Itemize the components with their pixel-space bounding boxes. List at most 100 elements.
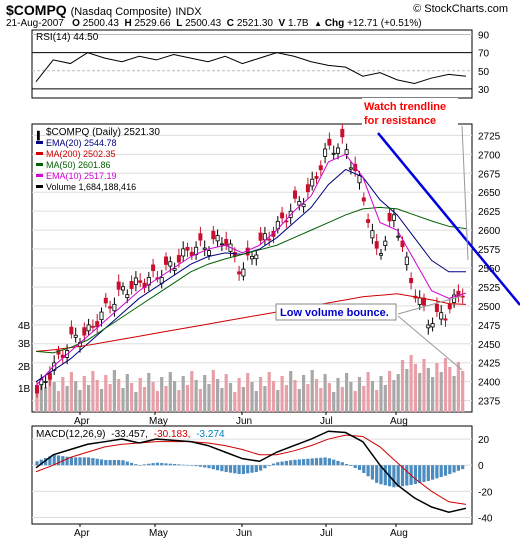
volume-bar	[362, 386, 366, 412]
volume-bar	[65, 386, 69, 412]
volume-bar	[241, 387, 245, 412]
legend-entry: MA(200) 2502.35	[46, 149, 116, 159]
volume-bar	[405, 369, 409, 412]
volume-bar	[237, 378, 241, 412]
macd-value-3: -3.274	[196, 429, 225, 440]
month-label: Apr	[74, 528, 90, 539]
volume-bar	[422, 359, 426, 412]
month-label: Jun	[236, 528, 252, 539]
chart-title: $COMPQ (Nasdaq Composite) INDX	[6, 2, 202, 18]
macd-value-1: -33.457,	[111, 429, 148, 440]
candle-body	[430, 323, 435, 328]
macd-histogram-bar	[263, 465, 267, 469]
macd-histogram-bar	[327, 458, 331, 466]
volume-bar	[142, 387, 147, 412]
macd-histogram-bar	[366, 465, 370, 477]
volume-bar	[134, 392, 138, 412]
volume-bar	[263, 386, 267, 412]
macd-histogram-bar	[297, 459, 301, 466]
price-tick-label: 2425	[478, 359, 501, 370]
candle-body	[116, 281, 121, 290]
candle-body	[280, 212, 285, 219]
candle-body	[241, 268, 246, 277]
volume-bar	[357, 377, 362, 412]
macd-histogram-bar	[108, 459, 112, 466]
volume-bar	[379, 376, 383, 412]
candle-body	[331, 152, 336, 155]
close-value: 2521.30	[236, 18, 273, 29]
index-name: (Nasdaq Composite)	[70, 6, 172, 18]
volume-bar	[130, 383, 134, 412]
candle-body	[340, 128, 345, 138]
macd-histogram-bar	[65, 456, 69, 466]
candle-body	[366, 219, 371, 223]
macd-histogram-bar	[82, 457, 86, 466]
volume-bar	[310, 370, 314, 412]
macd-histogram-bar	[74, 457, 78, 466]
macd-histogram-bar	[52, 454, 56, 466]
macd-histogram-bar	[69, 457, 73, 466]
volume-bar	[198, 389, 202, 412]
macd-histogram-bar	[448, 465, 452, 475]
volume-bar	[173, 381, 177, 412]
candle-body	[86, 324, 91, 332]
macd-line	[35, 430, 467, 514]
price-tick-label: 2575	[478, 245, 501, 256]
macd-histogram-bar	[142, 464, 147, 466]
candle-body	[297, 201, 302, 206]
macd-histogram-bar	[452, 465, 456, 473]
low-label: L	[176, 18, 183, 29]
macd-histogram-bar	[134, 464, 138, 466]
macd-histogram-bar	[392, 465, 396, 488]
volume-bar	[216, 379, 220, 412]
volume-bar	[246, 373, 250, 412]
volume-bar	[125, 374, 129, 412]
candle-body	[43, 380, 48, 383]
volume-bar	[228, 383, 233, 412]
macd-histogram-bar	[147, 463, 151, 466]
macd-histogram-bar	[323, 457, 327, 466]
price-tick-label: 2450	[478, 340, 501, 351]
candle-body	[258, 232, 263, 241]
price-tick-label: 2650	[478, 188, 501, 199]
volume-bar	[443, 358, 448, 412]
chg-label: Chg	[324, 18, 345, 29]
price-tick-label: 2700	[478, 150, 501, 161]
volume-bar	[353, 391, 357, 412]
volume-bar	[439, 372, 443, 412]
macd-histogram-bar	[426, 465, 430, 481]
macd-histogram-bar	[443, 465, 448, 476]
volume-bar	[108, 384, 112, 412]
candle-body	[396, 235, 401, 238]
volume-annotation-pointer-2	[397, 315, 463, 371]
volume-bar	[349, 382, 353, 412]
ma50-line	[35, 206, 467, 354]
macd-histogram-bar	[228, 465, 233, 473]
macd-tick-label: 20	[478, 435, 490, 446]
candle-body	[447, 303, 452, 310]
candle-body	[73, 334, 78, 338]
candle-body	[189, 251, 194, 256]
candle-body	[344, 149, 349, 155]
candle-body	[245, 247, 250, 256]
volume-bar	[78, 390, 82, 412]
macd-histogram-bar	[185, 464, 190, 466]
candle-body	[133, 277, 138, 285]
macd-histogram-bar	[164, 463, 168, 466]
price-tick-label: 2675	[478, 169, 501, 180]
trend-annotation-line2: for resistance	[364, 115, 436, 127]
candle-body	[409, 278, 414, 284]
macd-histogram-bar	[413, 465, 417, 484]
macd-histogram-bar	[194, 465, 198, 467]
macd-histogram-bar	[336, 460, 340, 466]
legend-swatch	[36, 141, 43, 144]
macd-histogram-bar	[190, 465, 194, 466]
high-label: H	[124, 18, 132, 29]
macd-histogram-bar	[160, 463, 164, 466]
volume-bar	[194, 380, 198, 412]
macd-histogram-bar	[203, 465, 207, 468]
price-tick-label: 2400	[478, 378, 501, 389]
trend-annotation-bg	[362, 98, 458, 128]
candle-body	[378, 253, 383, 256]
candle-body	[301, 203, 306, 208]
